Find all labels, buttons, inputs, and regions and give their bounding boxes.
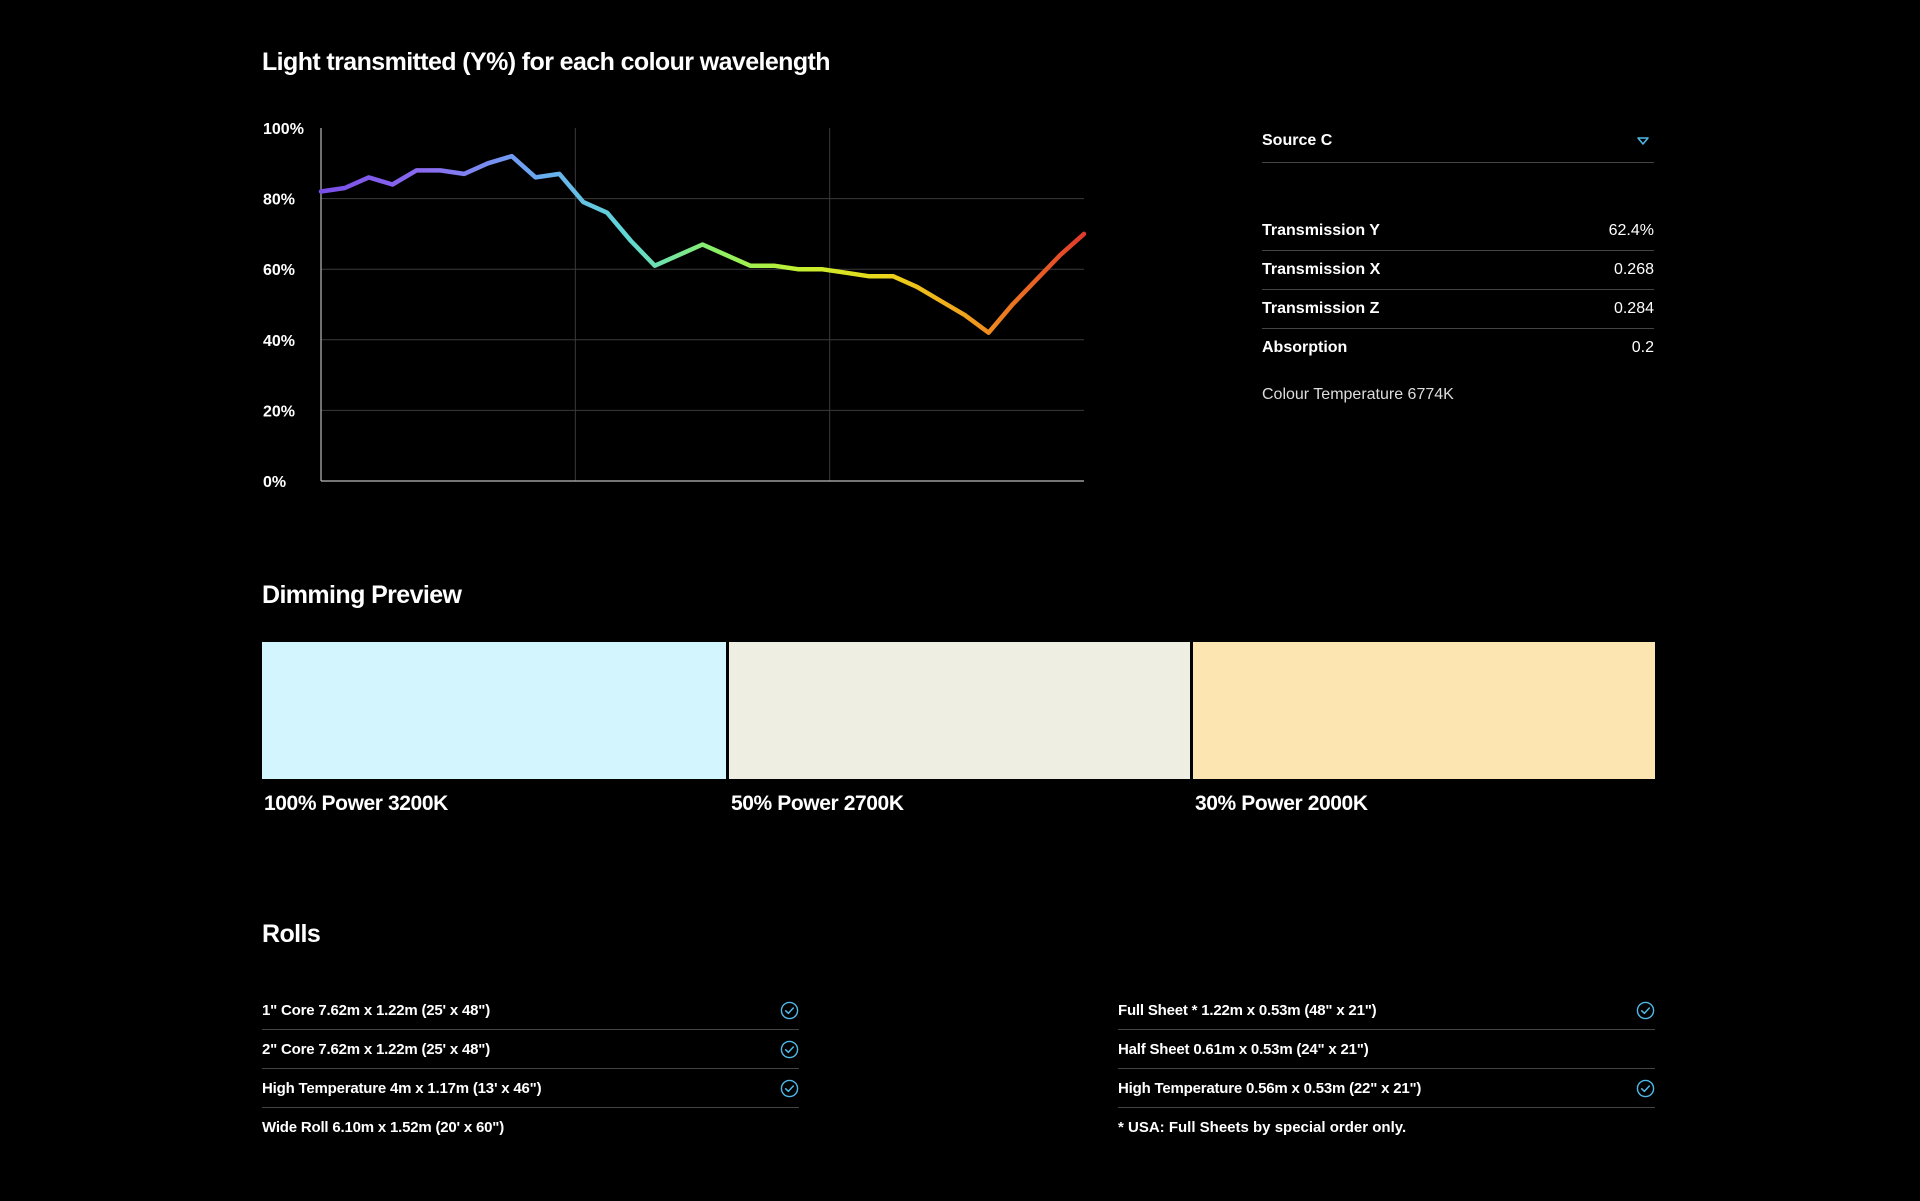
check-circle-icon [1636,1001,1655,1020]
source-dropdown-value: Source C [1262,132,1333,149]
stat-value: 0.284 [1613,300,1654,317]
check-circle-icon [780,1079,799,1098]
check-circle-icon [780,1001,799,1020]
rolls-note: * USA: Full Sheets by special order only… [1118,1119,1407,1136]
roll-label: Full Sheet * 1.22m x 0.53m (48" x 21") [1118,1002,1377,1019]
stat-label: Transmission Z [1262,300,1380,317]
list-item: Wide Roll 6.10m x 1.52m (20' x 60") [262,1108,799,1146]
y-tick-label: 20% [263,403,295,420]
colour-temperature: Colour Temperature 6774K [1262,386,1454,403]
stat-row-absorption: Absorption 0.2 [1262,329,1654,367]
stat-value: 0.268 [1613,261,1654,278]
y-tick-label: 60% [263,262,295,279]
stat-value: 0.2 [1631,339,1654,356]
swatch-label: 50% Power 2700K [731,792,904,815]
rolls-title: Rolls [262,920,321,948]
transmission-chart: 100% 80% 60% 40% 20% 0% [263,121,1087,491]
list-item: Full Sheet * 1.22m x 0.53m (48" x 21") [1118,991,1655,1030]
swatch-label: 100% Power 3200K [264,792,448,815]
swatch-100-power: 100% Power 3200K [262,642,726,815]
check-circle-icon [780,1040,799,1059]
transmission-stats: Transmission Y 62.4% Transmission X 0.26… [1262,212,1654,367]
dimming-preview-title: Dimming Preview [262,581,462,609]
stat-label: Transmission Y [1262,222,1380,239]
stat-row-transmission-x: Transmission X 0.268 [1262,251,1654,290]
list-item: 2" Core 7.62m x 1.22m (25' x 48") [262,1030,799,1069]
dimming-swatches: 100% Power 3200K 50% Power 2700K 30% Pow… [262,642,1655,815]
swatch-30-power: 30% Power 2000K [1190,642,1655,815]
roll-label: 1" Core 7.62m x 1.22m (25' x 48") [262,1002,490,1019]
stat-row-transmission-y: Transmission Y 62.4% [1262,212,1654,251]
stat-label: Absorption [1262,339,1348,356]
series-line-transmission [318,153,1087,335]
y-tick-label: 80% [263,192,295,209]
stat-row-transmission-z: Transmission Z 0.284 [1262,290,1654,329]
swatch-50-power: 50% Power 2700K [726,642,1190,815]
roll-label: High Temperature 4m x 1.17m (13' x 46") [262,1080,542,1097]
roll-label: Half Sheet 0.61m x 0.53m (24" x 21") [1118,1041,1369,1058]
roll-label: 2" Core 7.62m x 1.22m (25' x 48") [262,1041,490,1058]
list-item: High Temperature 4m x 1.17m (13' x 46") [262,1069,799,1108]
roll-label: Wide Roll 6.10m x 1.52m (20' x 60") [262,1119,504,1136]
y-tick-label: 40% [263,333,295,350]
check-circle-icon [1636,1079,1655,1098]
chevron-down-icon[interactable] [1636,134,1650,148]
list-item: High Temperature 0.56m x 0.53m (22" x 21… [1118,1069,1655,1108]
roll-label: High Temperature 0.56m x 0.53m (22" x 21… [1118,1080,1422,1097]
chart-title: Light transmitted (Y%) for each colour w… [262,48,830,76]
rolls-list-left: 1" Core 7.62m x 1.22m (25' x 48") 2" Cor… [262,991,799,1146]
y-tick-label: 100% [263,121,304,138]
list-item: * USA: Full Sheets by special order only… [1118,1108,1655,1146]
list-item: 1" Core 7.62m x 1.22m (25' x 48") [262,991,799,1030]
stat-value: 62.4% [1608,222,1654,239]
rolls-list-right: Full Sheet * 1.22m x 0.53m (48" x 21") H… [1118,991,1655,1146]
stat-label: Transmission X [1262,261,1381,278]
list-item: Half Sheet 0.61m x 0.53m (24" x 21") [1118,1030,1655,1069]
source-dropdown[interactable]: Source C [1262,124,1654,163]
y-tick-label: 0% [263,474,286,491]
swatch-label: 30% Power 2000K [1195,792,1368,815]
